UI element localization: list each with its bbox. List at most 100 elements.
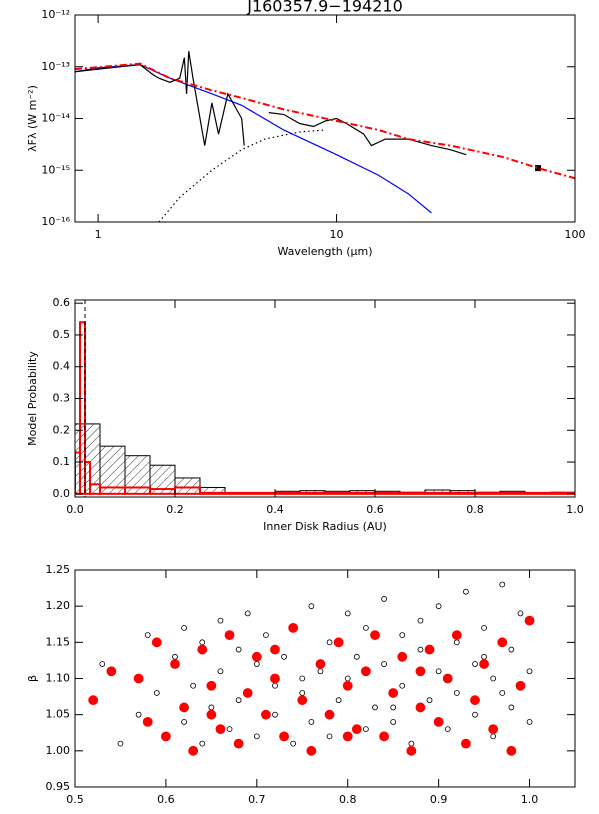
y-tick-label: 0.4 [53, 360, 71, 373]
data-point [161, 731, 171, 742]
histogram-bar [199, 491, 575, 495]
data-point [172, 653, 178, 660]
data-point [179, 702, 189, 713]
data-point [417, 646, 424, 653]
data-point [442, 673, 453, 684]
plot-area [75, 300, 575, 497]
data-point [424, 644, 435, 655]
data-point [381, 661, 387, 667]
data-point [508, 646, 515, 653]
data-point [372, 704, 378, 711]
plot-area [75, 51, 575, 222]
x-tick-label: 1.0 [521, 793, 539, 806]
data-point [353, 653, 360, 660]
data-point [144, 632, 151, 638]
data-point [117, 740, 124, 747]
data-point [508, 704, 515, 711]
data-point [517, 610, 524, 617]
data-point [472, 711, 478, 718]
y-axis-label: λFλ (W m⁻²) [26, 85, 39, 152]
data-point [315, 659, 326, 669]
data-point [215, 724, 226, 735]
data-point [317, 668, 324, 675]
data-point [490, 675, 497, 682]
data-point [344, 675, 351, 682]
y-tick-label: 10⁻¹² [41, 8, 70, 21]
data-point [190, 682, 197, 689]
y-tick-label: 0.2 [53, 423, 71, 436]
data-point [199, 639, 206, 646]
x-axis-label: Inner Disk Radius (AU) [263, 520, 387, 533]
data-point [326, 639, 333, 646]
data-point [261, 709, 271, 720]
data-point [435, 668, 442, 675]
data-point [235, 697, 242, 704]
data-point [481, 653, 487, 660]
data-point [453, 639, 460, 646]
data-point [272, 711, 278, 718]
x-axis-label: z [322, 810, 328, 814]
data-point [370, 630, 380, 640]
data-point [151, 637, 162, 648]
x-tick-label: 0.5 [66, 793, 84, 806]
data-point [306, 745, 317, 756]
data-point [426, 697, 433, 704]
data-line [158, 129, 326, 222]
y-tick-label: 1.05 [46, 708, 71, 721]
data-point [270, 673, 280, 684]
data-point [188, 745, 199, 756]
data-point [308, 719, 315, 725]
data-point [444, 726, 451, 733]
data-point [417, 617, 424, 624]
histogram-bar [174, 477, 201, 495]
data-point [415, 666, 426, 677]
data-point [297, 695, 308, 706]
data-point [299, 690, 306, 696]
data-point [381, 596, 387, 602]
data-point [363, 726, 369, 733]
data-point [279, 731, 289, 742]
data-point [333, 637, 344, 648]
data-point [244, 610, 251, 617]
histogram-bar [99, 445, 126, 495]
data-point [515, 680, 526, 691]
data-point [253, 733, 260, 740]
data-point [199, 740, 206, 747]
data-point [99, 661, 106, 667]
data-point [226, 726, 233, 733]
data-point [388, 688, 399, 698]
y-axis-label: Model Probability [26, 351, 39, 446]
x-tick-label: 0.8 [466, 503, 484, 516]
data-point [361, 666, 371, 677]
data-point [524, 615, 535, 626]
x-tick-label: 1 [95, 228, 102, 241]
data-point [106, 666, 117, 677]
axes-frame [74, 299, 576, 498]
data-point [170, 659, 180, 669]
data-point [408, 740, 415, 747]
data-point [399, 632, 406, 638]
y-tick-label: 0.1 [53, 455, 71, 468]
x-tick-label: 1.0 [566, 503, 584, 516]
axes-frame [74, 14, 576, 223]
data-point [153, 690, 160, 696]
y-tick-label: 1.10 [46, 672, 71, 685]
x-tick-label: 0.6 [157, 793, 175, 806]
y-tick-label: 0.95 [46, 780, 71, 793]
x-tick-label: 10 [330, 228, 344, 241]
data-point [344, 610, 351, 617]
data-point [499, 690, 506, 696]
data-point [526, 668, 533, 675]
data-point [206, 709, 217, 720]
y-tick-label: 10⁻¹⁶ [41, 215, 70, 228]
data-point [453, 690, 460, 696]
data-point [461, 738, 471, 749]
x-tick-label: 0.6 [366, 503, 384, 516]
data-point [490, 733, 497, 740]
data-point [406, 745, 417, 756]
axes-frame [74, 569, 576, 788]
data-point [351, 724, 362, 735]
data-point [242, 688, 253, 698]
y-tick-label: 1.20 [46, 599, 71, 612]
